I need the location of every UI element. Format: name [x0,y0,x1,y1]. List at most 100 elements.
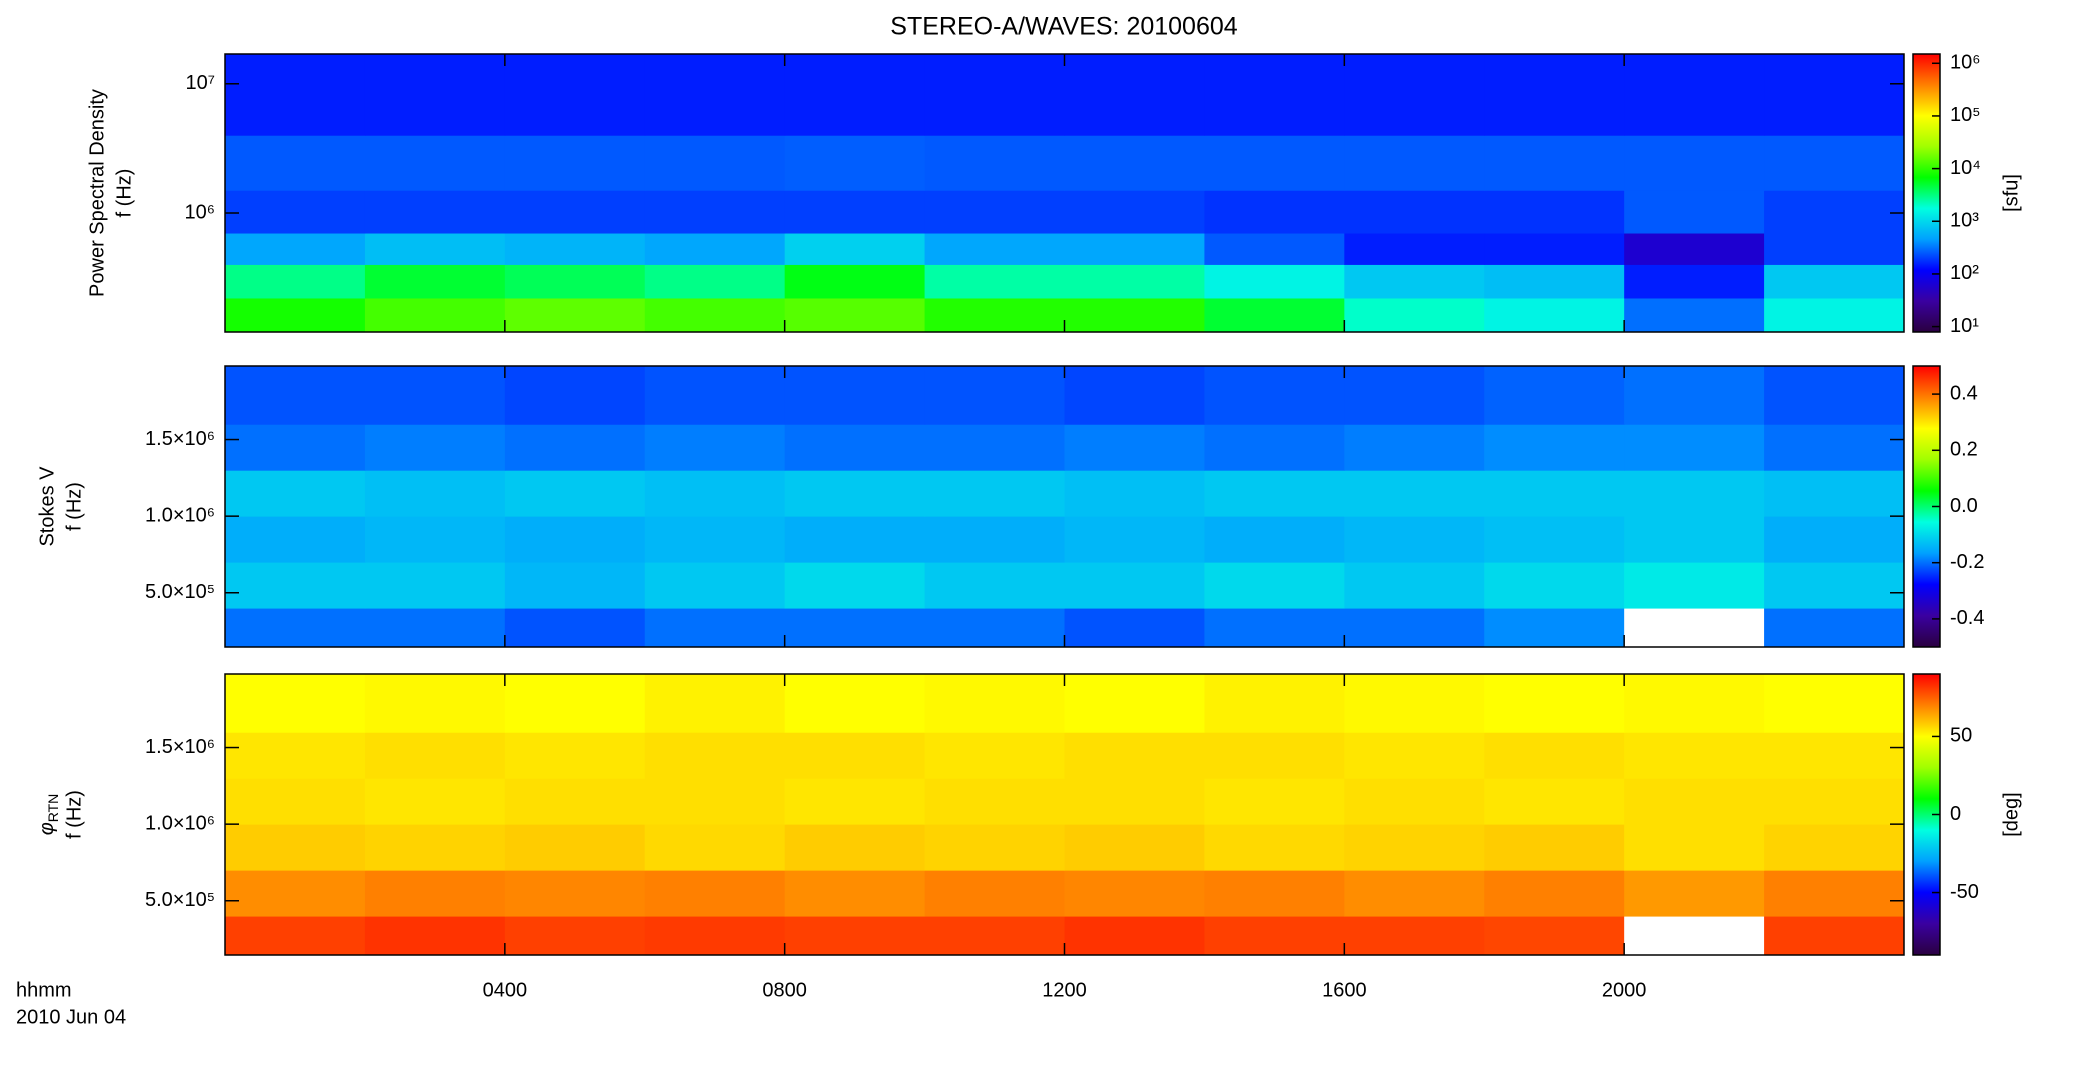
heatmap-cell [1064,824,1205,871]
heatmap-cell [924,732,1065,779]
heatmap-cell [225,54,366,136]
y-tick-label: 1.5×10⁶ [145,428,215,450]
heatmap-cell [1064,732,1205,779]
heatmap-cell [504,470,646,517]
heatmap-cell [784,824,926,871]
heatmap-cell [1484,54,1625,136]
heatmap-cell [1344,824,1485,871]
heatmap-cell [644,562,786,609]
heatmap-cell [364,608,506,648]
y-axis-label: f (Hz) [113,169,135,218]
heatmap-cell [784,608,926,648]
heatmap-cell [1344,470,1485,517]
heatmap-cell [1204,778,1345,825]
heatmap-cell [1204,824,1345,871]
colorbar-tick-label: -0.4 [1950,607,1984,629]
colorbar-tick-label: 10⁵ [1950,104,1981,126]
heatmap-cell [225,424,366,471]
heatmap-cell [924,233,1065,265]
y-tick-label: 10⁶ [185,201,215,223]
x-axis-label: hhmm [16,979,72,1001]
heatmap-cell [225,674,366,733]
heatmap-cell [784,516,926,563]
colorbar [1912,53,1941,333]
heatmap-cell [1484,424,1625,471]
colorbar-tick-label: 0.2 [1950,439,1978,461]
heatmap-cell [1764,233,1905,265]
heatmap-cell [225,824,366,871]
heatmap-cell [1344,674,1485,733]
heatmap-cell [364,470,506,517]
heatmap-cell [784,916,926,956]
heatmap-cell [1344,264,1485,299]
heatmap-cell [784,870,926,917]
heatmap-cell [225,297,366,333]
heatmap-cell [784,54,926,136]
heatmap-cell [1484,516,1625,563]
heatmap-cell [784,264,926,299]
heatmap-cell [1064,135,1205,191]
heatmap-cell [1764,366,1905,425]
heatmap-cell [364,233,506,265]
y-axis-label: φRTN [36,794,60,836]
heatmap-cell [1624,824,1765,871]
colorbar-tick-label: 10² [1950,262,1979,284]
heatmap-cell [784,190,926,234]
heatmap-cell [644,366,786,425]
heatmap-cell [1764,516,1905,563]
heatmap-cell [784,674,926,733]
heatmap-cell [1764,190,1905,234]
heatmap-cell [924,870,1065,917]
heatmap-cell [1204,916,1345,956]
heatmap-cell [1624,608,1765,648]
heatmap-cell [1624,732,1765,779]
heatmap-cell [644,674,786,733]
heatmap-cell [1484,233,1625,265]
heatmap-cell [1344,870,1485,917]
heatmap-cell [1624,135,1765,191]
heatmap-cell [1064,297,1205,333]
heatmap-cell [1204,297,1345,333]
heatmap-cell [364,778,506,825]
heatmap-cell [1484,778,1625,825]
heatmap-cell [644,824,786,871]
heatmap-cell [644,516,786,563]
heatmap-cell [364,366,506,425]
heatmap-cell [504,424,646,471]
heatmap-cell [924,916,1065,956]
heatmap-cell [784,562,926,609]
heatmap-cell [1764,778,1905,825]
heatmap-cell [1624,366,1765,425]
colorbar-label: [deg] [2000,792,2022,836]
heatmap-cell [364,516,506,563]
x-axis-date: 2010 Jun 04 [16,1006,126,1028]
heatmap-cell [1204,870,1345,917]
heatmap-cell [1484,190,1625,234]
heatmap-cell [1624,674,1765,733]
heatmap-cell [225,190,366,234]
heatmap-cell [924,516,1065,563]
heatmap-cell [1624,424,1765,471]
heatmap-cell [504,190,646,234]
heatmap-cell [1064,674,1205,733]
heatmap-cell [1624,54,1765,136]
heatmap-cell [1764,824,1905,871]
heatmap-cell [924,297,1065,333]
heatmap-cell [924,135,1065,191]
heatmap-cell [1624,870,1765,917]
heatmap-cell [644,190,786,234]
heatmap-cell [1204,470,1345,517]
heatmap-cell [1484,916,1625,956]
heatmap-cell [1484,297,1625,333]
heatmap-cell [1064,778,1205,825]
x-tick-label: 0400 [483,979,528,1001]
heatmap-cell [1204,366,1345,425]
heatmap-cell [364,562,506,609]
heatmap-cell [504,870,646,917]
heatmap-cell [784,366,926,425]
heatmap-cell [504,54,646,136]
heatmap-cell [1764,608,1905,648]
heatmap-cell [1624,516,1765,563]
